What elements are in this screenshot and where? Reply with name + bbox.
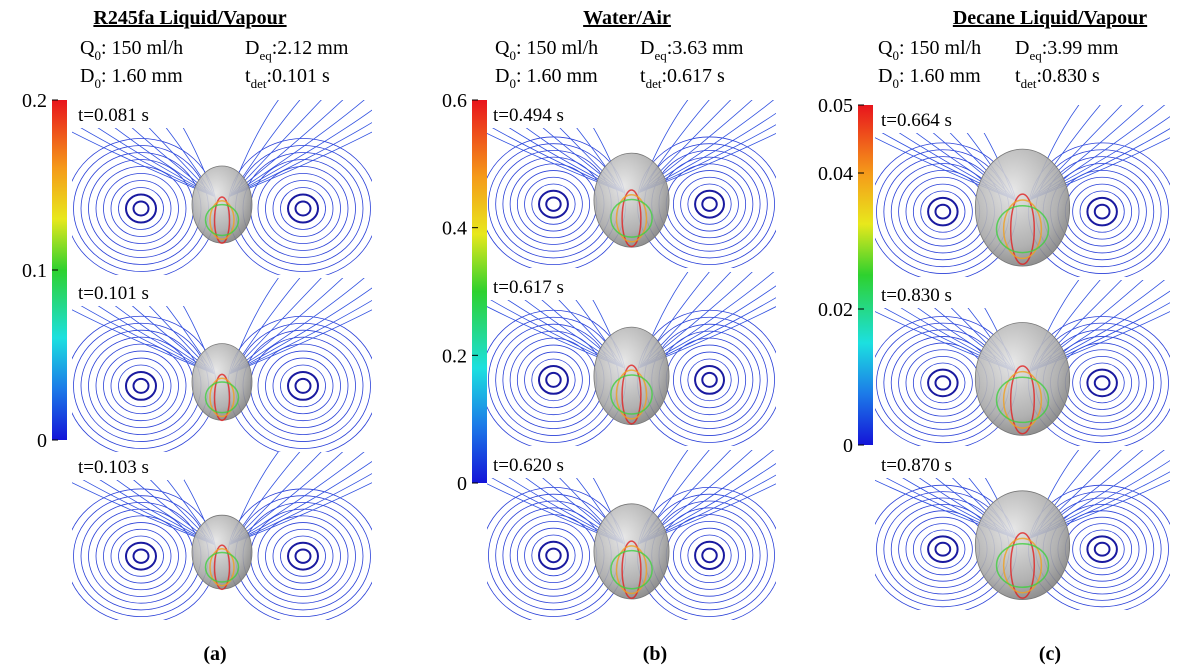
parameter-subscript: eq bbox=[259, 48, 272, 63]
parameter-symbol: D bbox=[495, 65, 509, 87]
time-label: t=0.494 s bbox=[493, 105, 564, 126]
parameter-value: : 1.60 mm bbox=[516, 65, 598, 87]
parameter-symbol: D bbox=[80, 65, 94, 87]
colorbar-tick-label: 0.6 bbox=[442, 90, 467, 112]
parameter-subscript: det bbox=[646, 76, 662, 91]
figure: R245fa Liquid/VapourQ0: 150 ml/hDeq:2.12… bbox=[0, 0, 1183, 670]
parameter-symbol: D bbox=[878, 65, 892, 87]
time-label: t=0.620 s bbox=[493, 455, 564, 476]
panel-caption: (b) bbox=[643, 643, 667, 665]
parameter: Deq:3.99 mm bbox=[1015, 37, 1119, 63]
time-label: t=0.101 s bbox=[78, 283, 149, 304]
parameter: tdet:0.830 s bbox=[1015, 65, 1100, 91]
parameter-subscript: eq bbox=[654, 48, 667, 63]
bubble bbox=[975, 491, 1069, 600]
panel-caption: (a) bbox=[203, 643, 226, 665]
parameter-subscript: det bbox=[1021, 76, 1037, 91]
parameter-subscript: det bbox=[251, 76, 267, 91]
colorbar-tick-label: 0.04 bbox=[818, 163, 853, 185]
time-label: t=0.103 s bbox=[78, 457, 149, 478]
parameter: D0: 1.60 mm bbox=[878, 65, 981, 91]
parameter-value: :3.63 mm bbox=[667, 37, 744, 59]
colorbar-tick-label: 0.4 bbox=[442, 218, 467, 240]
time-label: t=0.617 s bbox=[493, 277, 564, 298]
parameter: tdet:0.101 s bbox=[245, 65, 330, 91]
parameter-symbol: Q bbox=[878, 37, 893, 59]
snapshot: t=0.081 s bbox=[8, 95, 436, 279]
panel-title: Water/Air bbox=[583, 7, 671, 29]
colorbar-tick-label: 0 bbox=[37, 430, 47, 452]
parameter: Q0: 150 ml/h bbox=[80, 37, 183, 63]
parameter: D0: 1.60 mm bbox=[80, 65, 183, 91]
panel-title: Decane Liquid/Vapour bbox=[953, 7, 1147, 29]
bubble bbox=[594, 504, 669, 599]
parameter-value: : 150 ml/h bbox=[516, 37, 598, 59]
colorbar-tick-label: 0.02 bbox=[818, 299, 853, 321]
colorbar-tick-label: 0.2 bbox=[22, 90, 47, 112]
parameter-value: : 1.60 mm bbox=[101, 65, 183, 87]
parameter: Deq:2.12 mm bbox=[245, 37, 349, 63]
time-label: t=0.081 s bbox=[78, 105, 149, 126]
parameter-value: : 150 ml/h bbox=[101, 37, 183, 59]
snapshot: t=0.103 s bbox=[8, 447, 436, 623]
time-label: t=0.870 s bbox=[881, 455, 952, 476]
colorbar bbox=[858, 105, 873, 445]
parameter: D0: 1.60 mm bbox=[495, 65, 598, 91]
parameter-symbol: Q bbox=[80, 37, 95, 59]
parameter-symbol: D bbox=[1015, 37, 1029, 59]
parameter-symbol: Q bbox=[495, 37, 510, 59]
parameter-value: :3.99 mm bbox=[1042, 37, 1119, 59]
parameter-symbol: D bbox=[640, 37, 654, 59]
parameter-subscript: eq bbox=[1029, 48, 1042, 63]
colorbar-tick-label: 0 bbox=[457, 473, 467, 495]
parameter: tdet:0.617 s bbox=[640, 65, 725, 91]
time-label: t=0.664 s bbox=[881, 110, 952, 131]
parameter-value: :0.830 s bbox=[1036, 65, 1100, 87]
parameter-value: :2.12 mm bbox=[272, 37, 349, 59]
time-label: t=0.830 s bbox=[881, 285, 952, 306]
panel-title: R245fa Liquid/Vapour bbox=[93, 7, 286, 29]
parameter: Q0: 150 ml/h bbox=[495, 37, 598, 63]
panel-caption: (c) bbox=[1039, 643, 1061, 665]
colorbar-tick-label: 0.05 bbox=[818, 95, 853, 117]
colorbar-tick-label: 0.1 bbox=[22, 260, 47, 282]
parameter: Q0: 150 ml/h bbox=[878, 37, 981, 63]
parameter-value: :0.101 s bbox=[266, 65, 330, 87]
parameter: Deq:3.63 mm bbox=[640, 37, 744, 63]
colorbar-tick-label: 0.2 bbox=[442, 345, 467, 367]
parameter-value: :0.617 s bbox=[661, 65, 725, 87]
bubble bbox=[594, 327, 669, 424]
parameter-symbol: D bbox=[245, 37, 259, 59]
snapshot: t=0.101 s bbox=[8, 273, 436, 455]
snapshot: t=0.870 s bbox=[809, 445, 1183, 613]
bubble bbox=[975, 322, 1069, 435]
colorbar bbox=[472, 100, 487, 483]
panel: Decane Liquid/VapourQ0: 150 ml/hDeq:3.99… bbox=[809, 7, 1183, 665]
bubble bbox=[975, 149, 1069, 266]
parameter-value: : 1.60 mm bbox=[899, 65, 981, 87]
parameter-value: : 150 ml/h bbox=[899, 37, 981, 59]
colorbar-tick-label: 0 bbox=[843, 435, 853, 457]
